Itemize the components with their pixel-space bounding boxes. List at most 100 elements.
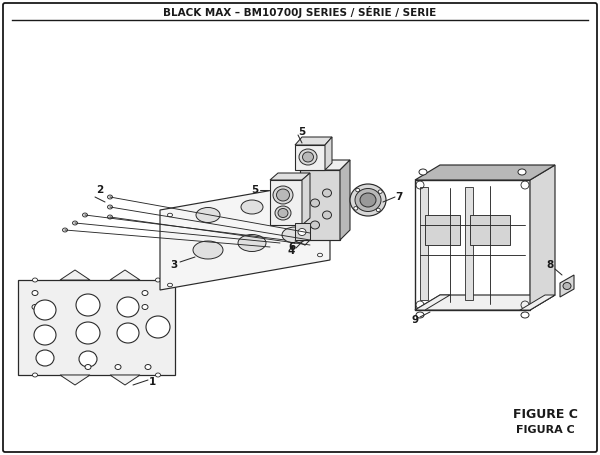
- Ellipse shape: [355, 188, 381, 212]
- Ellipse shape: [76, 294, 100, 316]
- Ellipse shape: [241, 200, 263, 214]
- Ellipse shape: [85, 364, 91, 369]
- Polygon shape: [530, 165, 555, 310]
- Ellipse shape: [107, 195, 113, 199]
- Ellipse shape: [563, 283, 571, 289]
- Text: 7: 7: [395, 192, 403, 202]
- Ellipse shape: [275, 206, 291, 220]
- Text: 9: 9: [412, 315, 419, 325]
- Ellipse shape: [107, 215, 113, 219]
- Polygon shape: [420, 187, 428, 300]
- Ellipse shape: [311, 221, 320, 229]
- Ellipse shape: [350, 184, 386, 216]
- Ellipse shape: [354, 207, 358, 210]
- Ellipse shape: [419, 169, 427, 175]
- Ellipse shape: [518, 169, 526, 175]
- Ellipse shape: [34, 300, 56, 320]
- Ellipse shape: [273, 186, 293, 204]
- Ellipse shape: [356, 188, 360, 192]
- Text: 6: 6: [289, 242, 296, 252]
- Polygon shape: [520, 295, 555, 310]
- Ellipse shape: [299, 149, 317, 165]
- Ellipse shape: [79, 351, 97, 367]
- Ellipse shape: [115, 364, 121, 369]
- Ellipse shape: [323, 211, 331, 219]
- Ellipse shape: [117, 323, 139, 343]
- Polygon shape: [60, 375, 90, 385]
- Polygon shape: [270, 173, 310, 180]
- Ellipse shape: [167, 213, 173, 217]
- Polygon shape: [60, 270, 90, 280]
- Ellipse shape: [32, 304, 38, 309]
- Polygon shape: [160, 180, 330, 290]
- Polygon shape: [415, 165, 555, 180]
- Ellipse shape: [317, 253, 323, 257]
- Ellipse shape: [378, 190, 382, 193]
- Ellipse shape: [317, 185, 323, 189]
- Polygon shape: [300, 170, 340, 240]
- Text: 5: 5: [298, 127, 305, 137]
- Polygon shape: [270, 180, 302, 225]
- Ellipse shape: [62, 228, 67, 232]
- Polygon shape: [295, 145, 325, 170]
- Ellipse shape: [34, 325, 56, 345]
- Text: 4: 4: [287, 246, 295, 256]
- FancyBboxPatch shape: [3, 3, 597, 452]
- Ellipse shape: [277, 189, 290, 201]
- Ellipse shape: [376, 208, 380, 212]
- Polygon shape: [300, 160, 350, 170]
- Text: 8: 8: [547, 260, 554, 270]
- Polygon shape: [465, 187, 473, 300]
- Ellipse shape: [32, 373, 37, 377]
- Ellipse shape: [167, 283, 173, 287]
- Text: 1: 1: [148, 377, 155, 387]
- Ellipse shape: [146, 316, 170, 338]
- Ellipse shape: [145, 364, 151, 369]
- Ellipse shape: [117, 297, 139, 317]
- Polygon shape: [415, 295, 555, 310]
- Ellipse shape: [193, 241, 223, 259]
- Ellipse shape: [73, 221, 77, 225]
- Polygon shape: [325, 137, 332, 170]
- Ellipse shape: [155, 278, 161, 282]
- Ellipse shape: [32, 278, 37, 282]
- Text: 5: 5: [251, 185, 259, 195]
- Text: FIGURA C: FIGURA C: [515, 425, 574, 435]
- Polygon shape: [425, 215, 460, 245]
- Polygon shape: [415, 180, 530, 310]
- Polygon shape: [415, 295, 450, 310]
- Polygon shape: [110, 270, 140, 280]
- Ellipse shape: [416, 312, 424, 318]
- Polygon shape: [295, 137, 332, 145]
- Ellipse shape: [311, 199, 320, 207]
- Ellipse shape: [278, 208, 288, 217]
- Ellipse shape: [36, 350, 54, 366]
- Ellipse shape: [155, 373, 161, 377]
- Polygon shape: [560, 275, 574, 297]
- Ellipse shape: [196, 207, 220, 222]
- Polygon shape: [470, 215, 510, 245]
- Text: 3: 3: [170, 260, 178, 270]
- Ellipse shape: [142, 304, 148, 309]
- Polygon shape: [302, 173, 310, 225]
- Ellipse shape: [32, 290, 38, 295]
- Text: FIGURE C: FIGURE C: [512, 409, 577, 421]
- Ellipse shape: [323, 189, 331, 197]
- Ellipse shape: [142, 290, 148, 295]
- Text: BLACK MAX – BM10700J SERIES / SÉRIE / SERIE: BLACK MAX – BM10700J SERIES / SÉRIE / SE…: [163, 6, 437, 18]
- Ellipse shape: [360, 193, 376, 207]
- Ellipse shape: [285, 194, 305, 207]
- Ellipse shape: [302, 152, 314, 162]
- Ellipse shape: [238, 234, 266, 252]
- Ellipse shape: [83, 213, 88, 217]
- Ellipse shape: [521, 312, 529, 318]
- Ellipse shape: [298, 228, 306, 236]
- Polygon shape: [340, 160, 350, 240]
- Ellipse shape: [107, 205, 113, 209]
- Text: 2: 2: [97, 185, 104, 195]
- Ellipse shape: [282, 227, 308, 243]
- Polygon shape: [18, 280, 175, 375]
- Ellipse shape: [76, 322, 100, 344]
- Polygon shape: [295, 223, 310, 240]
- Polygon shape: [110, 375, 140, 385]
